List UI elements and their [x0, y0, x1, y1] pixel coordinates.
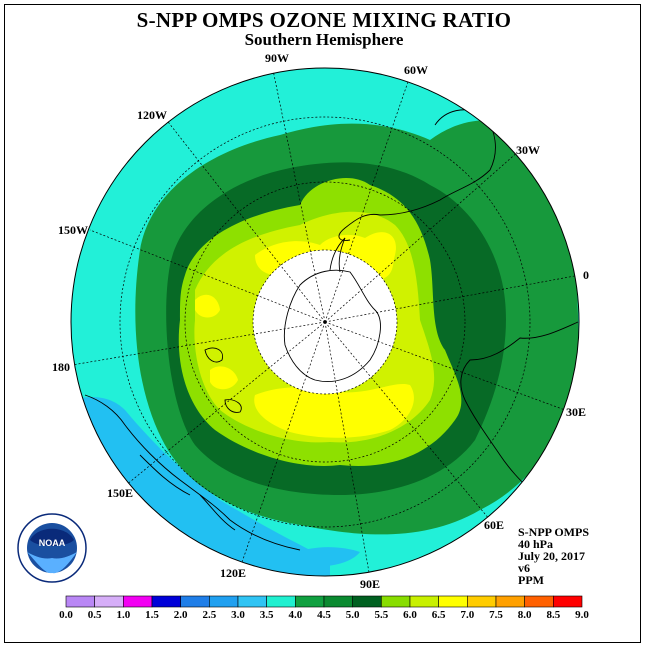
colorbar-tick-label: 5.0: [345, 609, 360, 621]
colorbar-tick-label: 3.0: [231, 609, 245, 621]
ozone-band-6.0-6.5-c: [210, 366, 238, 390]
info-date: July 20, 2017: [518, 549, 586, 563]
lon-label-180: 180: [52, 360, 70, 374]
africa-coast: [460, 321, 579, 491]
colorbar-tick-label: 3.5: [259, 609, 274, 621]
map-boundary: [70, 67, 580, 577]
new-zealand-coast: [204, 347, 223, 363]
australia-coast: [84, 394, 301, 551]
info-units: PPM: [518, 573, 544, 587]
lon-label-90e: 90E: [360, 577, 381, 591]
lon-label-60w: 60W: [404, 63, 428, 77]
lon-label-30w: 30W: [516, 143, 540, 157]
colorbar-tick-label: 6.0: [403, 609, 417, 621]
lon-label-60e: 60E: [484, 518, 505, 532]
colorbar-tick-label: 1.0: [116, 609, 131, 621]
image-frame: [4, 4, 641, 643]
south-pole-marker: [323, 320, 327, 324]
lon-label-150w: 150W: [58, 223, 88, 237]
colorbar-tick-label: 1.5: [145, 609, 159, 621]
lon-label-90w: 90W: [265, 51, 289, 65]
info-level: 40 hPa: [518, 537, 554, 551]
map-subtitle: Southern Hemisphere: [244, 30, 404, 49]
info-version: v6: [518, 561, 530, 575]
ozone-band-6.0-6.5-b: [254, 383, 414, 438]
colorbar-tick-label: 8.0: [517, 609, 532, 621]
antarctica-coast: [283, 269, 381, 383]
lon-label-150e: 150E: [107, 486, 134, 500]
colorbar-tick-label: 0.5: [87, 609, 102, 621]
lon-label-120w: 120W: [137, 108, 167, 122]
colorbar-tick-label: 2.5: [202, 609, 217, 621]
ozone-band-6.0-6.5-d: [195, 294, 220, 318]
colorbar-tick-label: 4.5: [317, 609, 331, 621]
lon-label-120e: 120E: [220, 566, 247, 580]
colorbar-tick-label: 6.5: [431, 609, 446, 621]
colorbar-tick-label: 4.0: [288, 609, 303, 621]
colorbar-tick-label: 7.5: [489, 609, 503, 621]
colorbar-tick-label: 0.0: [59, 609, 73, 621]
colorbar-tick-label: 9.0: [575, 609, 589, 621]
lon-label-0: 0: [583, 268, 589, 282]
map-title: S-NPP OMPS OZONE MIXING RATIO: [136, 8, 512, 32]
ozone-band-3.0-3.5-b: [290, 547, 360, 567]
colorbar-tick-label: 8.5: [546, 609, 561, 621]
colorbar-tick-label: 2.0: [173, 609, 188, 621]
colorbar-tick-label: 5.5: [374, 609, 389, 621]
antarctic-peninsula: [329, 237, 346, 273]
info-product: S-NPP OMPS: [518, 525, 589, 539]
ozone-band-3.0-3.5: [71, 397, 330, 576]
lon-label-30e: 30E: [566, 405, 587, 419]
colorbar-tick-label: 7.0: [460, 609, 475, 621]
